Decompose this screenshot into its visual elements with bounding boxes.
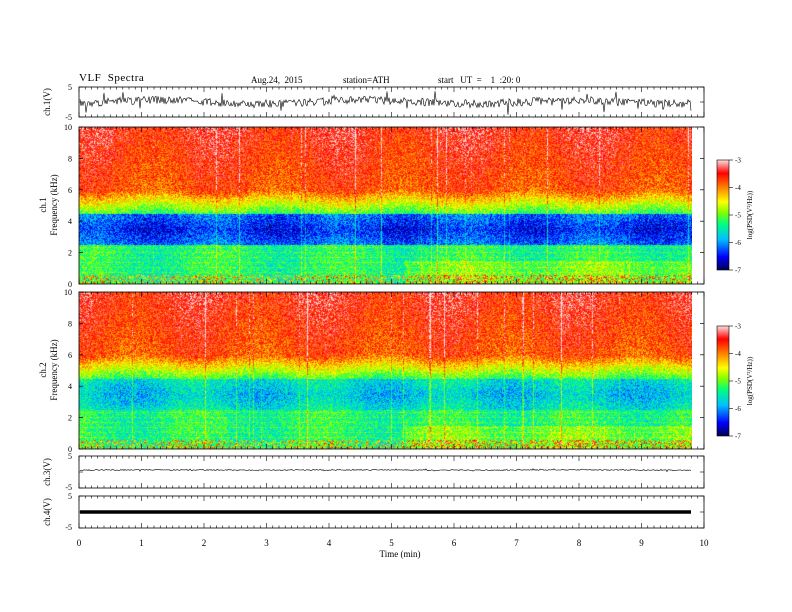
ch4-ytick-top: 5	[68, 492, 72, 501]
ch2-colorbar-tick: -5	[735, 378, 741, 386]
x-tick-label: 0	[77, 538, 82, 548]
x-tick-label: 6	[452, 538, 457, 548]
ch2-spec-ytick-label: 6	[68, 351, 72, 360]
x-tick-label: 2	[202, 538, 207, 548]
x-tick-label: 3	[264, 538, 269, 548]
x-axis-label: Time (min)	[380, 549, 421, 559]
ch2-spec-ytick-label: 4	[68, 382, 72, 391]
ch1-colorbar-tick: -5	[735, 212, 741, 220]
ch3-ytick-top: 5	[68, 452, 72, 461]
ch2-spec-ytick-label: 8	[68, 319, 72, 328]
x-tick-label: 1	[139, 538, 144, 548]
x-tick-label: 4	[327, 538, 332, 548]
ch1-spec-ytick-label: 0	[68, 280, 72, 289]
start-time-label: start UT = 1 :20: 0	[438, 75, 521, 85]
ch1-spec-ytick-label: 2	[68, 249, 72, 258]
ch1-spectrogram-image	[79, 127, 692, 284]
ch1-waveform-trace	[79, 91, 692, 115]
ch1-spec-ytick-label: 10	[64, 123, 72, 132]
ch1-ytick-bottom: -5	[65, 113, 72, 122]
x-tick-label: 7	[514, 538, 519, 548]
ch3-waveform-trace	[79, 468, 692, 473]
ch2-spectrogram-panel: ch.2 Frequency (kHz) 0 2 4 6 8 10	[38, 288, 705, 454]
x-tick-label: 8	[577, 538, 582, 548]
ch2-spec-ytick-label: 10	[64, 288, 72, 297]
ch1-spec-ylabel-2: Frequency (kHz)	[49, 174, 59, 235]
ch2-spec-ytick-label: 2	[68, 414, 72, 423]
ch1-spec-ytick-label: 8	[68, 154, 72, 163]
ch2-colorbar-tick: -6	[735, 405, 741, 413]
ch1-colorbar-tick: -3	[735, 157, 741, 165]
ch2-colorbar-tick: -3	[735, 323, 741, 331]
x-tick-label: 9	[639, 538, 644, 548]
ch1-spec-ytick-label: 4	[68, 217, 72, 226]
ch2-colorbar-label: log(PSD(V²/Hz))	[746, 356, 754, 405]
ch2-colorbar-tick: -4	[735, 350, 741, 358]
x-tick-label: 10	[700, 538, 710, 548]
ch4-waveform-ylabel: ch.4(V)	[42, 498, 52, 526]
ch1-colorbar-label: log(PSD(V²/Hz))	[746, 190, 754, 239]
ch1-waveform-ylabel: ch.1(V)	[42, 88, 52, 116]
station-label: station=ATH	[343, 75, 390, 85]
ch2-spec-ylabel-1: ch.2	[38, 362, 48, 377]
ch1-spec-ytick-label: 6	[68, 186, 72, 195]
ch1-colorbar-tick: -4	[735, 184, 741, 192]
ch1-colorbar-tick: -6	[735, 239, 741, 247]
ch3-waveform-ylabel: ch.3(V)	[42, 458, 52, 486]
ch1-colorbar-tick: -7	[735, 267, 741, 275]
ch1-spec-ylabel-1: ch.1	[38, 197, 48, 212]
ch2-spectrogram-image	[79, 292, 692, 449]
date-label: Aug.24, 2015	[251, 75, 303, 85]
ch1-spectrogram-panel: ch.1 Frequency (kHz) 0 2 4 6 8 10	[38, 123, 705, 289]
ch2-spec-ylabel-2: Frequency (kHz)	[49, 339, 59, 400]
x-tick-label: 5	[389, 538, 394, 548]
ch2-spec-ytick-label: 0	[68, 445, 72, 454]
ch2-colorbar-tick: -7	[735, 433, 741, 441]
ch4-ytick-bottom: -5	[65, 523, 72, 532]
ch3-ytick-bottom: -5	[65, 483, 72, 492]
ch1-ytick-top: 5	[68, 83, 72, 92]
chart-title: VLF Spectra	[79, 72, 145, 84]
